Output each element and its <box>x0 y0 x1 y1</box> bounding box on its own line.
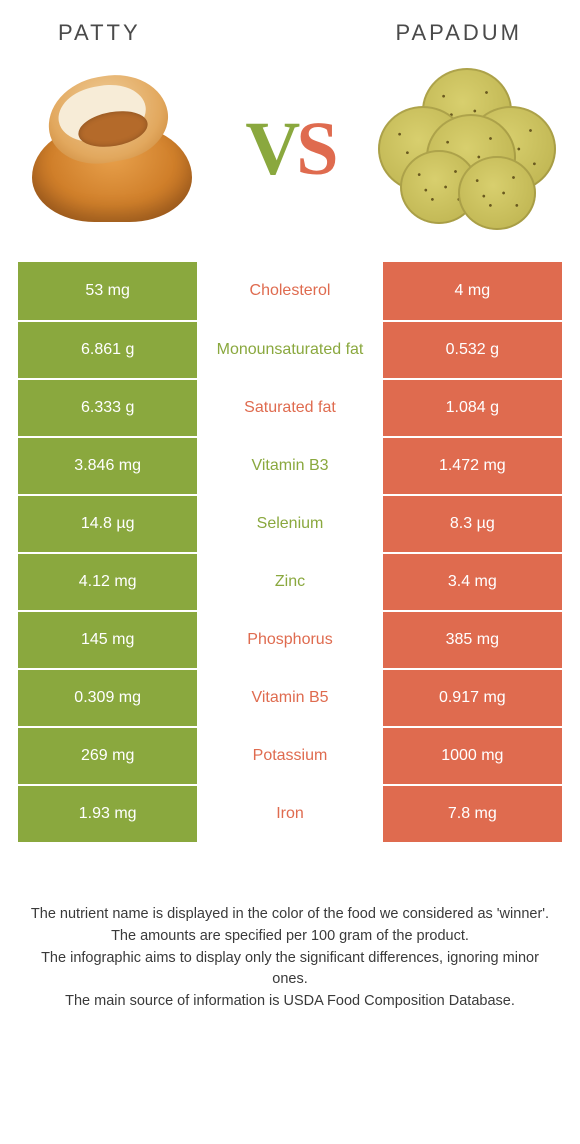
nutrient-label: Phosphorus <box>199 610 380 668</box>
left-value: 1.93 mg <box>18 784 199 842</box>
table-row: 3.846 mgVitamin B31.472 mg <box>18 436 562 494</box>
nutrient-label: Cholesterol <box>199 262 380 320</box>
nutrient-label: Zinc <box>199 552 380 610</box>
nutrient-label: Iron <box>199 784 380 842</box>
table-row: 6.333 gSaturated fat1.084 g <box>18 378 562 436</box>
left-value: 6.861 g <box>18 320 199 378</box>
table-row: 145 mgPhosphorus385 mg <box>18 610 562 668</box>
table-row: 0.309 mgVitamin B50.917 mg <box>18 668 562 726</box>
right-value: 1000 mg <box>381 726 562 784</box>
images-row: VS <box>18 64 562 234</box>
patty-image <box>18 64 208 234</box>
right-value: 8.3 µg <box>381 494 562 552</box>
left-value: 14.8 µg <box>18 494 199 552</box>
right-value: 3.4 mg <box>381 552 562 610</box>
right-food-title: PAPADUM <box>395 20 522 46</box>
left-value: 53 mg <box>18 262 199 320</box>
table-row: 53 mgCholesterol4 mg <box>18 262 562 320</box>
left-value: 269 mg <box>18 726 199 784</box>
comparison-table: 53 mgCholesterol4 mg6.861 gMonounsaturat… <box>18 262 562 842</box>
right-value: 7.8 mg <box>381 784 562 842</box>
nutrient-label: Selenium <box>199 494 380 552</box>
left-value: 4.12 mg <box>18 552 199 610</box>
left-food-title: PATTY <box>58 20 141 46</box>
right-value: 4 mg <box>381 262 562 320</box>
left-value: 6.333 g <box>18 378 199 436</box>
vs-v: V <box>245 107 296 191</box>
left-value: 0.309 mg <box>18 668 199 726</box>
table-row: 6.861 gMonounsaturated fat0.532 g <box>18 320 562 378</box>
nutrient-label: Saturated fat <box>199 378 380 436</box>
note-line: The infographic aims to display only the… <box>24 948 556 992</box>
left-value: 3.846 mg <box>18 436 199 494</box>
right-value: 1.472 mg <box>381 436 562 494</box>
vs-label: VS <box>245 106 334 193</box>
right-value: 385 mg <box>381 610 562 668</box>
footer-notes: The nutrient name is displayed in the co… <box>18 904 562 1013</box>
right-value: 1.084 g <box>381 378 562 436</box>
table-row: 1.93 mgIron7.8 mg <box>18 784 562 842</box>
table-row: 269 mgPotassium1000 mg <box>18 726 562 784</box>
note-line: The nutrient name is displayed in the co… <box>24 904 556 926</box>
nutrient-label: Monounsaturated fat <box>199 320 380 378</box>
note-line: The main source of information is USDA F… <box>24 991 556 1013</box>
titles-row: PATTY PAPADUM <box>18 20 562 46</box>
nutrient-label: Vitamin B3 <box>199 436 380 494</box>
left-value: 145 mg <box>18 610 199 668</box>
papadum-image <box>372 64 562 234</box>
nutrient-label: Vitamin B5 <box>199 668 380 726</box>
table-row: 14.8 µgSelenium8.3 µg <box>18 494 562 552</box>
table-row: 4.12 mgZinc3.4 mg <box>18 552 562 610</box>
right-value: 0.917 mg <box>381 668 562 726</box>
nutrient-label: Potassium <box>199 726 380 784</box>
note-line: The amounts are specified per 100 gram o… <box>24 926 556 948</box>
vs-s: S <box>296 107 334 191</box>
infographic: PATTY PAPADUM VS 53 mgCholest <box>0 0 580 1013</box>
right-value: 0.532 g <box>381 320 562 378</box>
